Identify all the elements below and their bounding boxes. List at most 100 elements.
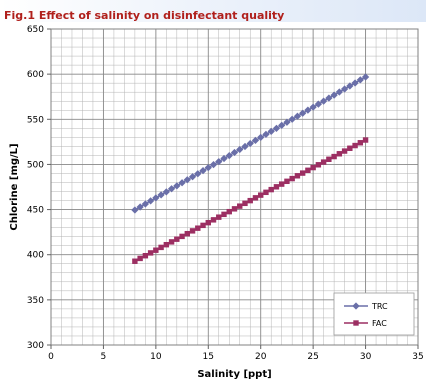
data-point-fac [357, 140, 364, 146]
data-point-fac [320, 159, 327, 165]
data-point-fac [284, 178, 290, 185]
data-point-fac [278, 181, 285, 187]
data-point-fac [242, 200, 248, 207]
legend-marker-fac [353, 320, 359, 326]
data-point-fac [263, 189, 269, 196]
data-point-fac [341, 148, 348, 154]
data-point-trc [183, 176, 191, 184]
y-axis-label: Chlorine [mg/L] [9, 143, 20, 230]
data-point-fac [352, 142, 358, 149]
data-point-trc [220, 154, 228, 163]
data-point-trc [335, 88, 343, 96]
series-trc [131, 73, 370, 214]
data-point-trc [257, 133, 265, 142]
data-point-trc [146, 197, 155, 205]
data-point-trc [188, 173, 197, 181]
data-point-fac [200, 222, 206, 229]
y-tick-label: 450 [27, 206, 44, 216]
data-point-trc [325, 94, 333, 102]
data-point-fac [163, 241, 170, 248]
data-point-trc [356, 76, 364, 84]
data-point-trc [204, 164, 212, 172]
x-axis-label: Salinity [ppt] [197, 369, 271, 380]
data-point-trc [230, 148, 239, 157]
data-point-trc [157, 191, 165, 199]
data-point-trc [320, 97, 328, 105]
title-bar [0, 0, 426, 22]
data-point-trc [241, 142, 249, 151]
axes: 0 5 10 15 20 25 30 35 300 350 400 450 500 550 600 650 Sa… [9, 25, 424, 380]
data-point-trc [340, 85, 349, 93]
data-point-trc [178, 179, 186, 187]
data-point-trc [267, 127, 275, 136]
data-point-fac [310, 164, 316, 171]
data-point-fac [258, 192, 264, 198]
data-point-fac [331, 153, 337, 160]
x-tick-label: 10 [150, 352, 162, 362]
y-tick-label: 600 [27, 70, 44, 80]
data-point-fac [362, 137, 369, 143]
data-point-fac [336, 151, 343, 157]
data-point-trc [131, 206, 139, 214]
data-point-fac [189, 228, 196, 234]
data-point-fac [315, 162, 322, 168]
legend-label-fac: FAC [372, 319, 387, 328]
data-point-fac [299, 170, 306, 176]
data-point-trc [215, 158, 223, 166]
data-point-trc [162, 188, 170, 196]
data-point-trc [314, 100, 323, 108]
legend: TRC FAC [333, 292, 415, 336]
x-tick-label: 5 [101, 352, 107, 362]
legend-box [333, 292, 415, 336]
data-point-fac [168, 239, 175, 245]
data-point-fac [153, 247, 159, 253]
data-point-fac [142, 253, 149, 259]
data-point-fac [158, 244, 164, 251]
data-point-fac [221, 211, 227, 218]
data-point-fac [273, 184, 280, 190]
x-tick-label: 35 [412, 352, 423, 362]
data-point-trc [304, 106, 312, 114]
data-point-trc [173, 182, 181, 190]
data-point-fac [195, 225, 201, 231]
y-tick-label: 350 [27, 296, 44, 306]
data-point-fac [179, 233, 185, 240]
chart-title: Fig.1 Effect of salinity on disinfectant… [4, 9, 285, 22]
x-tick-label: 25 [307, 352, 318, 362]
data-point-fac [132, 258, 138, 264]
data-point-trc [351, 79, 359, 87]
data-point-trc [346, 82, 354, 90]
data-point-fac [147, 250, 154, 256]
data-point-fac [174, 236, 180, 242]
data-point-fac [237, 203, 243, 209]
y-tick-label: 550 [27, 115, 44, 125]
data-point-fac [289, 175, 295, 182]
data-point-trc [199, 167, 207, 175]
data-point-trc [299, 109, 307, 117]
data-point-trc [278, 121, 286, 129]
data-point-fac [137, 255, 143, 262]
data-point-trc [209, 160, 218, 169]
data-point-fac [216, 214, 222, 220]
data-point-fac [305, 167, 311, 173]
data-point-trc [293, 112, 302, 120]
data-point-fac [294, 173, 301, 179]
data-point-fac [231, 206, 238, 212]
data-point-trc [152, 194, 160, 202]
data-point-trc [194, 170, 202, 178]
data-point-trc [288, 115, 296, 123]
legend-marker-trc [352, 302, 360, 310]
x-tick-label: 0 [48, 352, 54, 362]
data-point-trc [272, 124, 281, 132]
data-point-trc [225, 151, 233, 160]
data-point-trc [283, 118, 291, 126]
data-point-fac [247, 197, 253, 204]
plot-border [50, 28, 419, 346]
legend-label-trc: TRC [371, 302, 388, 311]
series-fac [132, 137, 369, 264]
data-point-fac [347, 145, 353, 151]
data-point-trc [361, 73, 370, 81]
data-series [131, 73, 370, 264]
y-tick-label: 400 [27, 251, 44, 261]
